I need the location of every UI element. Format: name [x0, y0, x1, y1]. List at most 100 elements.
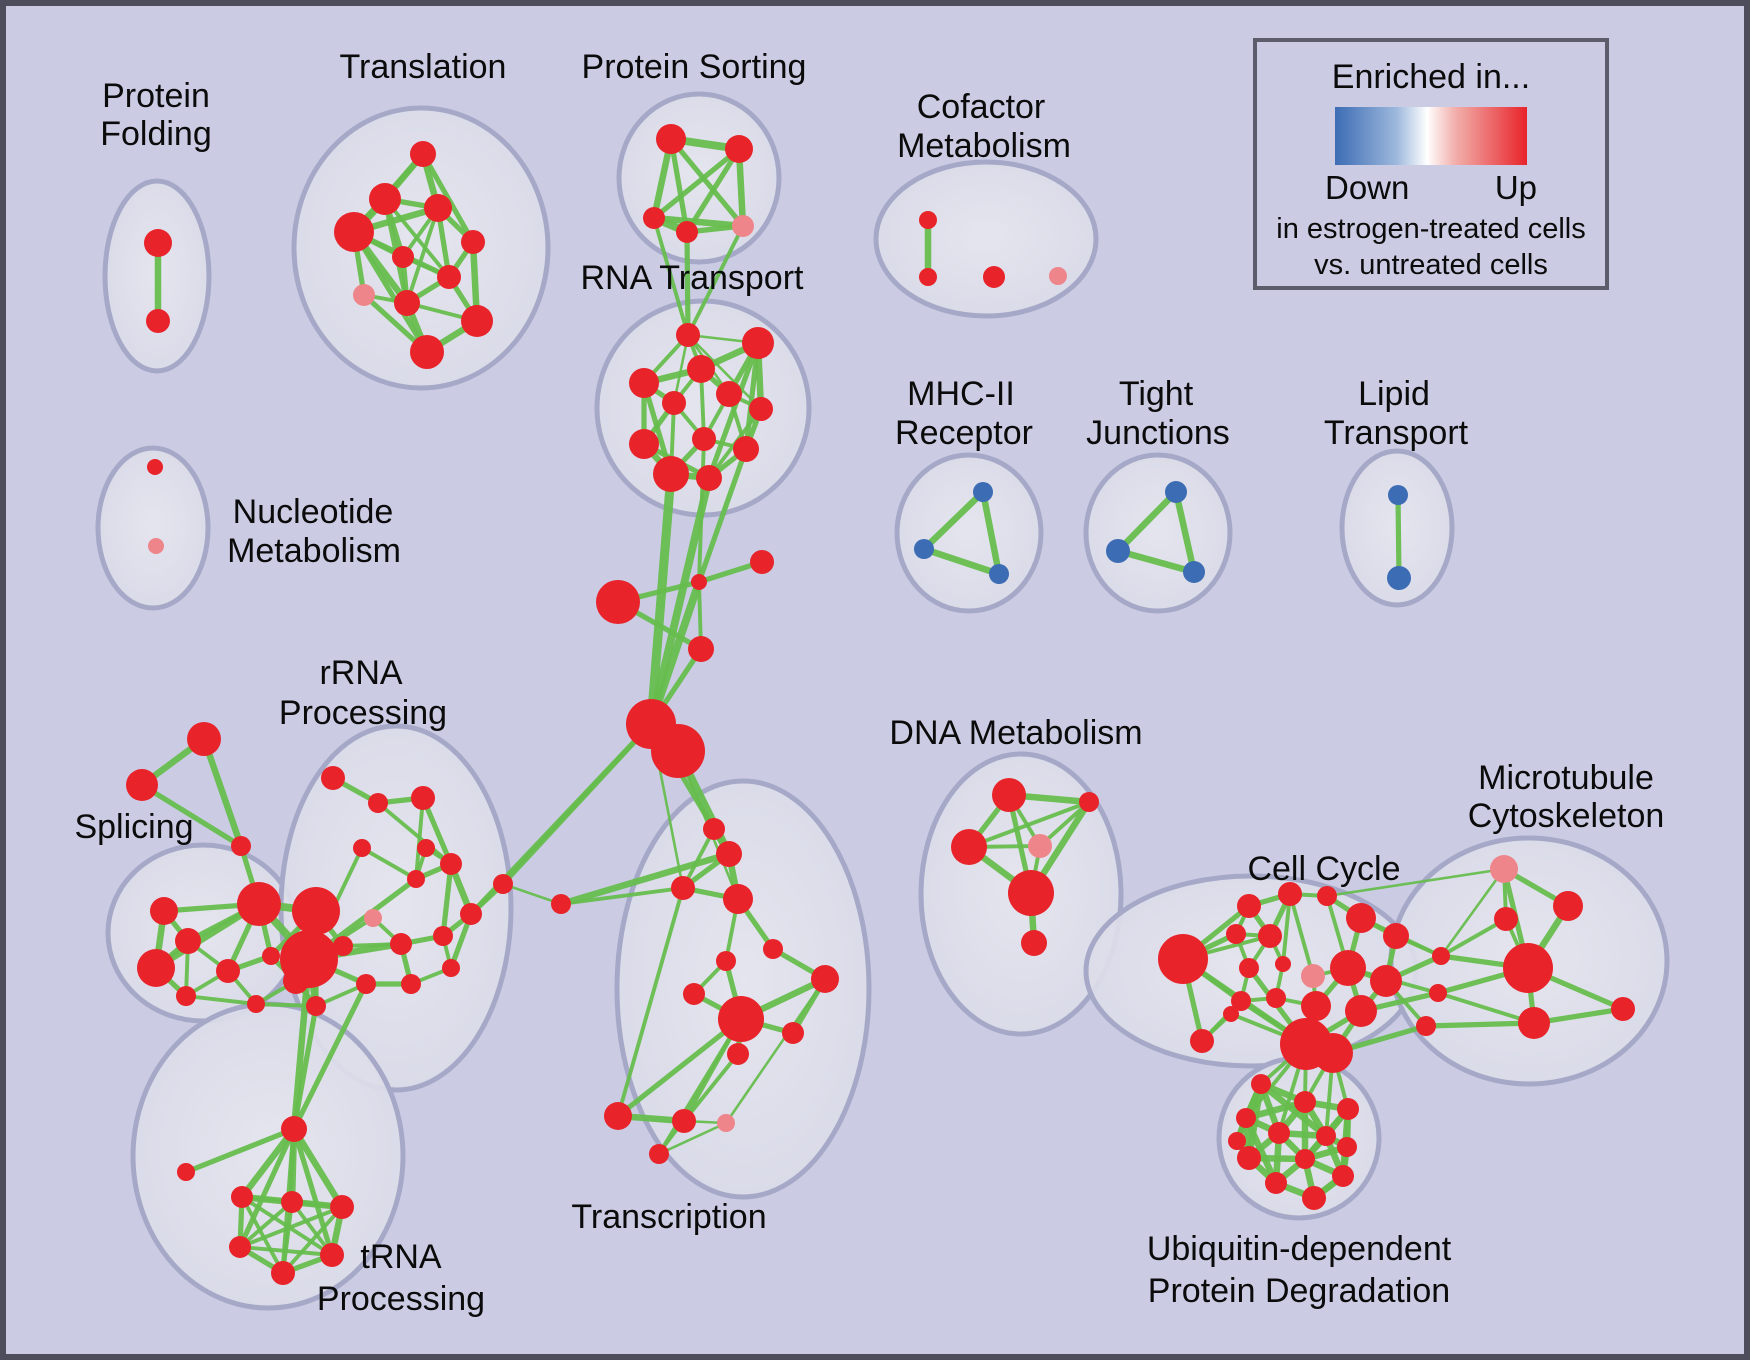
- network-edge: [557, 850, 733, 908]
- gene-set-node: [247, 995, 265, 1013]
- gene-set-node: [692, 427, 716, 451]
- network-edge: [920, 488, 987, 553]
- gene-set-node: [1239, 958, 1259, 978]
- cluster-label-protein-folding: Folding: [100, 115, 212, 153]
- network-edge: [1288, 892, 1315, 978]
- gene-set-node: [1028, 834, 1052, 858]
- gene-set-node: [1302, 1186, 1326, 1210]
- cluster-label-mhc-ii-receptor: MHC-II: [907, 375, 1015, 413]
- gene-set-node: [676, 221, 698, 243]
- cluster-label-rrna-processing: Processing: [279, 694, 447, 732]
- network-edge: [743, 340, 761, 452]
- cluster-label-translation: Translation: [340, 48, 507, 86]
- gene-set-node: [1301, 964, 1325, 988]
- cluster-label-protein-folding: Protein: [102, 77, 210, 115]
- legend-subline-2: vs. untreated cells: [1314, 249, 1548, 281]
- gene-set-node: [417, 839, 435, 857]
- gene-set-node: [1370, 965, 1402, 997]
- gene-set-node: [424, 194, 452, 222]
- cluster-label-transcription: Transcription: [571, 1198, 766, 1236]
- gene-set-node: [1021, 930, 1047, 956]
- legend-up-label: Up: [1494, 169, 1537, 206]
- gene-set-node: [461, 230, 485, 254]
- gene-set-node: [1387, 566, 1411, 590]
- gene-set-node: [237, 882, 281, 926]
- gene-set-node: [369, 183, 401, 215]
- gene-set-node: [716, 841, 742, 867]
- gene-set-node: [144, 229, 172, 257]
- network-edge: [383, 197, 451, 279]
- gene-set-node: [718, 996, 764, 1042]
- gene-set-node: [1158, 934, 1208, 984]
- gene-set-node: [1295, 1149, 1315, 1169]
- network-edge: [351, 229, 430, 355]
- gene-set-node: [951, 829, 987, 865]
- cluster-label-nucleotide-metabolism: Metabolism: [227, 532, 401, 570]
- network-edge: [281, 1205, 344, 1275]
- cluster-label-dna-metabolism: DNA Metabolism: [889, 714, 1142, 752]
- gene-set-node: [280, 930, 338, 988]
- cluster-label-lipid-transport: Lipid: [1358, 375, 1430, 413]
- gene-set-node: [147, 459, 163, 475]
- cluster-label-mhc-ii-receptor: Receptor: [895, 414, 1033, 452]
- gene-set-node: [1183, 561, 1205, 583]
- gene-set-node: [683, 983, 705, 1005]
- gene-set-node: [671, 876, 695, 900]
- network-edge: [668, 136, 746, 229]
- gene-set-node: [629, 368, 659, 398]
- gene-set-node: [187, 722, 221, 756]
- gene-set-node: [782, 1022, 804, 1044]
- gene-set-node: [262, 947, 280, 965]
- network-edge: [1439, 917, 1508, 958]
- gene-set-node: [1337, 1098, 1359, 1120]
- network-nodes-layer: [126, 124, 1635, 1285]
- gene-set-node: [914, 539, 934, 559]
- gene-set-node: [1301, 991, 1331, 1021]
- gene-set-node: [411, 786, 435, 810]
- gene-set-node: [229, 1236, 251, 1258]
- gene-set-node: [749, 397, 773, 421]
- cluster-label-microtubule-cytoskeleton: Microtubule: [1478, 759, 1654, 797]
- gene-set-node: [1345, 995, 1377, 1027]
- cluster-label-cofactor-metabolism: Metabolism: [897, 127, 1071, 165]
- network-edge: [1395, 492, 1402, 581]
- cluster-label-splicing: Splicing: [74, 808, 193, 846]
- gene-set-node: [989, 564, 1009, 584]
- gene-set-node: [281, 1191, 303, 1213]
- gene-set-node: [1611, 997, 1635, 1021]
- gene-set-node: [919, 268, 937, 286]
- gene-set-node: [333, 936, 353, 956]
- gene-set-node: [662, 391, 686, 415]
- network-edge: [1172, 488, 1198, 576]
- gene-set-node: [137, 949, 175, 987]
- gene-set-node: [1251, 1074, 1271, 1094]
- gene-set-node: [811, 965, 839, 993]
- gene-set-node: [1317, 886, 1337, 906]
- gene-set-node: [460, 903, 482, 925]
- gene-set-node: [750, 550, 774, 574]
- gene-set-node: [983, 266, 1005, 288]
- gene-set-node: [1265, 1172, 1287, 1194]
- legend-box: Enriched in... Down Up in estrogen-treat…: [1253, 38, 1609, 290]
- gene-set-node: [732, 215, 754, 237]
- cluster-label-trna-processing: tRNA: [360, 1238, 442, 1276]
- gene-set-node: [356, 974, 376, 994]
- network-edge: [650, 214, 747, 230]
- gene-set-node: [1332, 1165, 1354, 1187]
- gene-set-node: [1346, 903, 1376, 933]
- gene-set-node: [1266, 988, 1286, 1008]
- gene-set-node: [493, 874, 513, 894]
- gene-set-node: [1388, 485, 1408, 505]
- network-edge: [616, 886, 685, 1118]
- gene-set-node: [392, 246, 414, 268]
- gene-set-node: [461, 305, 493, 337]
- gene-set-node: [676, 323, 700, 347]
- network-edge: [405, 206, 440, 305]
- gene-set-node: [992, 778, 1026, 812]
- cluster-label-rna-transport: RNA Transport: [581, 259, 805, 297]
- gene-set-node: [390, 933, 412, 955]
- gene-set-node: [440, 853, 462, 875]
- gene-set-node: [231, 836, 251, 856]
- network-edge: [686, 333, 763, 411]
- gene-set-node: [353, 839, 371, 857]
